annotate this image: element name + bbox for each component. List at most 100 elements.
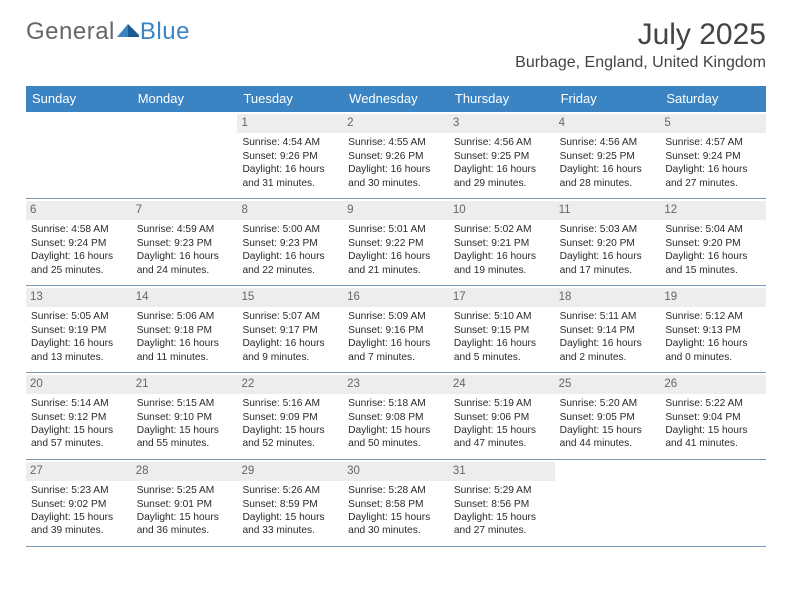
day-cell: 19Sunrise: 5:12 AMSunset: 9:13 PMDayligh… bbox=[660, 286, 766, 372]
day-info: Sunrise: 5:22 AMSunset: 9:04 PMDaylight:… bbox=[664, 397, 762, 451]
daylight-text: Daylight: 15 hours and 44 minutes. bbox=[560, 424, 656, 451]
day-cell-blank bbox=[132, 112, 238, 198]
sunrise-text: Sunrise: 5:12 AM bbox=[665, 310, 761, 323]
sunset-text: Sunset: 8:59 PM bbox=[242, 498, 338, 511]
sunrise-text: Sunrise: 5:00 AM bbox=[242, 223, 338, 236]
sunrise-text: Sunrise: 5:06 AM bbox=[137, 310, 233, 323]
day-info: Sunrise: 5:04 AMSunset: 9:20 PMDaylight:… bbox=[664, 223, 762, 277]
day-header: Friday bbox=[555, 86, 661, 112]
day-info: Sunrise: 5:11 AMSunset: 9:14 PMDaylight:… bbox=[559, 310, 657, 364]
location: Burbage, England, United Kingdom bbox=[515, 54, 766, 72]
daylight-text: Daylight: 15 hours and 33 minutes. bbox=[242, 511, 338, 538]
sunset-text: Sunset: 9:08 PM bbox=[348, 411, 444, 424]
day-number: 2 bbox=[343, 114, 449, 133]
day-cell-blank bbox=[555, 460, 661, 546]
day-number: 18 bbox=[555, 288, 661, 307]
logo-icon bbox=[117, 18, 139, 46]
sunrise-text: Sunrise: 5:02 AM bbox=[454, 223, 550, 236]
day-info: Sunrise: 4:55 AMSunset: 9:26 PMDaylight:… bbox=[347, 136, 445, 190]
day-cell: 31Sunrise: 5:29 AMSunset: 8:56 PMDayligh… bbox=[449, 460, 555, 546]
sunrise-text: Sunrise: 5:18 AM bbox=[348, 397, 444, 410]
day-info: Sunrise: 5:19 AMSunset: 9:06 PMDaylight:… bbox=[453, 397, 551, 451]
sunset-text: Sunset: 9:21 PM bbox=[454, 237, 550, 250]
day-number: 17 bbox=[449, 288, 555, 307]
daylight-text: Daylight: 16 hours and 5 minutes. bbox=[454, 337, 550, 364]
daylight-text: Daylight: 16 hours and 19 minutes. bbox=[454, 250, 550, 277]
day-info: Sunrise: 5:16 AMSunset: 9:09 PMDaylight:… bbox=[241, 397, 339, 451]
daylight-text: Daylight: 16 hours and 11 minutes. bbox=[137, 337, 233, 364]
sunset-text: Sunset: 9:20 PM bbox=[665, 237, 761, 250]
daylight-text: Daylight: 16 hours and 15 minutes. bbox=[665, 250, 761, 277]
sunset-text: Sunset: 9:23 PM bbox=[137, 237, 233, 250]
sunset-text: Sunset: 9:25 PM bbox=[560, 150, 656, 163]
day-number: 13 bbox=[26, 288, 132, 307]
sunrise-text: Sunrise: 5:26 AM bbox=[242, 484, 338, 497]
sunset-text: Sunset: 8:56 PM bbox=[454, 498, 550, 511]
day-info: Sunrise: 5:05 AMSunset: 9:19 PMDaylight:… bbox=[30, 310, 128, 364]
day-number: 3 bbox=[449, 114, 555, 133]
sunset-text: Sunset: 9:22 PM bbox=[348, 237, 444, 250]
sunrise-text: Sunrise: 4:58 AM bbox=[31, 223, 127, 236]
day-header: Thursday bbox=[449, 86, 555, 112]
day-number: 4 bbox=[555, 114, 661, 133]
day-number: 11 bbox=[555, 201, 661, 220]
title-block: July 2025 Burbage, England, United Kingd… bbox=[515, 18, 766, 72]
day-number: 8 bbox=[237, 201, 343, 220]
sunrise-text: Sunrise: 5:29 AM bbox=[454, 484, 550, 497]
daylight-text: Daylight: 16 hours and 9 minutes. bbox=[242, 337, 338, 364]
daylight-text: Daylight: 15 hours and 39 minutes. bbox=[31, 511, 127, 538]
day-info: Sunrise: 5:10 AMSunset: 9:15 PMDaylight:… bbox=[453, 310, 551, 364]
calendar: SundayMondayTuesdayWednesdayThursdayFrid… bbox=[26, 86, 766, 547]
daylight-text: Daylight: 16 hours and 27 minutes. bbox=[665, 163, 761, 190]
sunset-text: Sunset: 9:10 PM bbox=[137, 411, 233, 424]
sunrise-text: Sunrise: 5:22 AM bbox=[665, 397, 761, 410]
sunset-text: Sunset: 9:14 PM bbox=[560, 324, 656, 337]
week-row: 27Sunrise: 5:23 AMSunset: 9:02 PMDayligh… bbox=[26, 460, 766, 547]
day-cell: 27Sunrise: 5:23 AMSunset: 9:02 PMDayligh… bbox=[26, 460, 132, 546]
sunset-text: Sunset: 9:12 PM bbox=[31, 411, 127, 424]
day-header: Wednesday bbox=[343, 86, 449, 112]
sunset-text: Sunset: 9:15 PM bbox=[454, 324, 550, 337]
daylight-text: Daylight: 15 hours and 27 minutes. bbox=[454, 511, 550, 538]
day-cell: 20Sunrise: 5:14 AMSunset: 9:12 PMDayligh… bbox=[26, 373, 132, 459]
sunset-text: Sunset: 9:26 PM bbox=[348, 150, 444, 163]
sunrise-text: Sunrise: 4:59 AM bbox=[137, 223, 233, 236]
sunrise-text: Sunrise: 4:57 AM bbox=[665, 136, 761, 149]
day-info: Sunrise: 4:56 AMSunset: 9:25 PMDaylight:… bbox=[453, 136, 551, 190]
month-title: July 2025 bbox=[515, 18, 766, 52]
daylight-text: Daylight: 15 hours and 55 minutes. bbox=[137, 424, 233, 451]
day-cell: 22Sunrise: 5:16 AMSunset: 9:09 PMDayligh… bbox=[237, 373, 343, 459]
sunset-text: Sunset: 9:20 PM bbox=[560, 237, 656, 250]
day-number: 15 bbox=[237, 288, 343, 307]
day-cell: 21Sunrise: 5:15 AMSunset: 9:10 PMDayligh… bbox=[132, 373, 238, 459]
day-number: 28 bbox=[132, 462, 238, 481]
daylight-text: Daylight: 15 hours and 41 minutes. bbox=[665, 424, 761, 451]
day-cell: 1Sunrise: 4:54 AMSunset: 9:26 PMDaylight… bbox=[237, 112, 343, 198]
day-cell: 24Sunrise: 5:19 AMSunset: 9:06 PMDayligh… bbox=[449, 373, 555, 459]
daylight-text: Daylight: 16 hours and 28 minutes. bbox=[560, 163, 656, 190]
day-info: Sunrise: 5:07 AMSunset: 9:17 PMDaylight:… bbox=[241, 310, 339, 364]
sunset-text: Sunset: 9:04 PM bbox=[665, 411, 761, 424]
day-info: Sunrise: 5:12 AMSunset: 9:13 PMDaylight:… bbox=[664, 310, 762, 364]
daylight-text: Daylight: 16 hours and 30 minutes. bbox=[348, 163, 444, 190]
day-cell: 10 Sunrise: 5:02 AMSunset: 9:21 PMDayligh… bbox=[449, 199, 555, 285]
day-cell: 30Sunrise: 5:28 AMSunset: 8:58 PMDayligh… bbox=[343, 460, 449, 546]
sunrise-text: Sunrise: 4:54 AM bbox=[242, 136, 338, 149]
week-row: 6Sunrise: 4:58 AMSunset: 9:24 PMDaylight… bbox=[26, 199, 766, 286]
day-info: Sunrise: 5:28 AMSunset: 8:58 PMDaylight:… bbox=[347, 484, 445, 538]
day-cell: 14Sunrise: 5:06 AMSunset: 9:18 PMDayligh… bbox=[132, 286, 238, 372]
sunrise-text: Sunrise: 5:28 AM bbox=[348, 484, 444, 497]
day-info: Sunrise: 5:25 AMSunset: 9:01 PMDaylight:… bbox=[136, 484, 234, 538]
day-number: 23 bbox=[343, 375, 449, 394]
day-info: Sunrise: 5:20 AMSunset: 9:05 PMDaylight:… bbox=[559, 397, 657, 451]
sunrise-text: Sunrise: 5:09 AM bbox=[348, 310, 444, 323]
sunset-text: Sunset: 8:58 PM bbox=[348, 498, 444, 511]
brand-logo: General Blue bbox=[26, 18, 190, 46]
daylight-text: Daylight: 16 hours and 24 minutes. bbox=[137, 250, 233, 277]
day-number: 10 bbox=[449, 201, 555, 220]
day-cell: 5Sunrise: 4:57 AMSunset: 9:24 PMDaylight… bbox=[660, 112, 766, 198]
sunrise-text: Sunrise: 5:07 AM bbox=[242, 310, 338, 323]
sunset-text: Sunset: 9:19 PM bbox=[31, 324, 127, 337]
sunset-text: Sunset: 9:06 PM bbox=[454, 411, 550, 424]
day-cell: 26Sunrise: 5:22 AMSunset: 9:04 PMDayligh… bbox=[660, 373, 766, 459]
